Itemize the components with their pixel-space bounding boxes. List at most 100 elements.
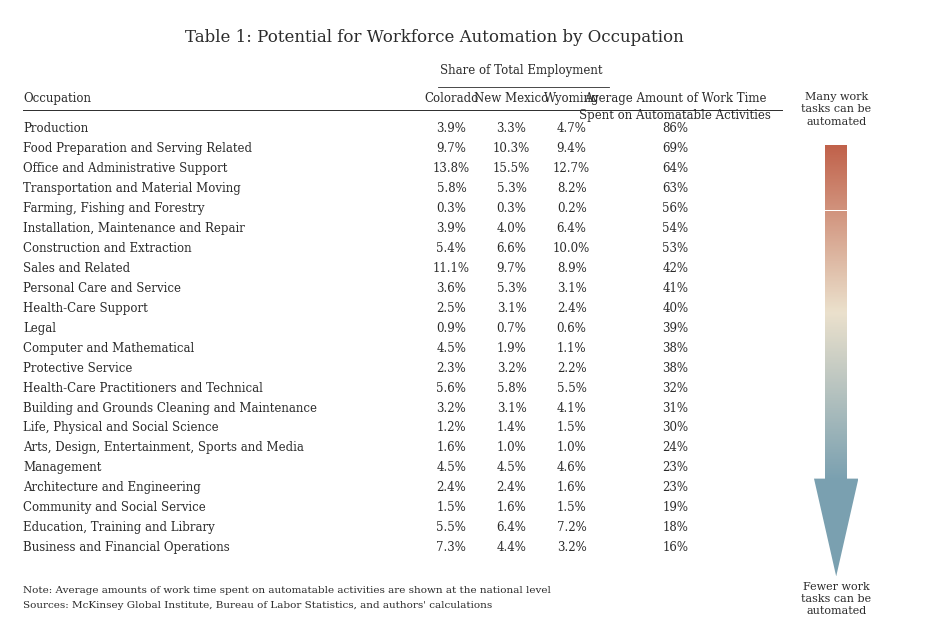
Text: 56%: 56% bbox=[662, 202, 688, 214]
Text: 6.4%: 6.4% bbox=[497, 522, 526, 535]
Text: 5.8%: 5.8% bbox=[437, 182, 466, 194]
Text: 3.1%: 3.1% bbox=[497, 301, 526, 315]
Text: Legal: Legal bbox=[23, 321, 56, 335]
Text: 4.5%: 4.5% bbox=[437, 341, 466, 355]
Text: 5.5%: 5.5% bbox=[437, 522, 466, 535]
Text: 2.4%: 2.4% bbox=[437, 482, 466, 495]
Text: Construction and Extraction: Construction and Extraction bbox=[23, 242, 191, 255]
Text: 18%: 18% bbox=[662, 522, 688, 535]
Text: 1.5%: 1.5% bbox=[557, 421, 586, 435]
Text: 8.2%: 8.2% bbox=[557, 182, 586, 194]
Text: 23%: 23% bbox=[662, 462, 688, 475]
Text: 41%: 41% bbox=[662, 281, 688, 295]
Text: Computer and Mathematical: Computer and Mathematical bbox=[23, 341, 194, 355]
Text: 23%: 23% bbox=[662, 482, 688, 495]
Text: 54%: 54% bbox=[662, 222, 688, 234]
Text: Occupation: Occupation bbox=[23, 92, 92, 106]
Text: 1.9%: 1.9% bbox=[497, 341, 526, 355]
Text: 3.6%: 3.6% bbox=[437, 281, 466, 295]
Text: 9.7%: 9.7% bbox=[437, 142, 466, 155]
Text: 3.1%: 3.1% bbox=[497, 401, 526, 415]
Text: 4.4%: 4.4% bbox=[497, 542, 526, 554]
Text: 38%: 38% bbox=[662, 361, 688, 375]
Text: Share of Total Employment: Share of Total Employment bbox=[439, 64, 602, 77]
Text: 3.9%: 3.9% bbox=[437, 122, 466, 135]
Text: Personal Care and Service: Personal Care and Service bbox=[23, 281, 181, 295]
Text: 38%: 38% bbox=[662, 341, 688, 355]
Text: 11.1%: 11.1% bbox=[433, 261, 470, 275]
Text: 9.4%: 9.4% bbox=[557, 142, 586, 155]
Text: 4.5%: 4.5% bbox=[497, 462, 526, 475]
Text: 1.2%: 1.2% bbox=[437, 421, 466, 435]
Text: 0.7%: 0.7% bbox=[497, 321, 526, 335]
Text: Installation, Maintenance and Repair: Installation, Maintenance and Repair bbox=[23, 222, 245, 234]
Text: 3.2%: 3.2% bbox=[557, 542, 586, 554]
Text: 42%: 42% bbox=[662, 261, 688, 275]
Text: 1.0%: 1.0% bbox=[497, 442, 526, 455]
Text: 5.6%: 5.6% bbox=[437, 381, 466, 395]
Text: 4.0%: 4.0% bbox=[497, 222, 526, 234]
Text: 9.7%: 9.7% bbox=[497, 261, 526, 275]
Text: Transportation and Material Moving: Transportation and Material Moving bbox=[23, 182, 240, 194]
Text: 12.7%: 12.7% bbox=[553, 162, 590, 175]
Text: Life, Physical and Social Science: Life, Physical and Social Science bbox=[23, 421, 218, 435]
Text: Education, Training and Library: Education, Training and Library bbox=[23, 522, 215, 535]
Text: 4.7%: 4.7% bbox=[557, 122, 586, 135]
Text: 6.4%: 6.4% bbox=[557, 222, 586, 234]
Text: 10.3%: 10.3% bbox=[493, 142, 530, 155]
Text: Health-Care Support: Health-Care Support bbox=[23, 301, 148, 315]
Text: 16%: 16% bbox=[662, 542, 688, 554]
Text: New Mexico: New Mexico bbox=[475, 92, 549, 106]
Text: Food Preparation and Serving Related: Food Preparation and Serving Related bbox=[23, 142, 253, 155]
Text: 8.9%: 8.9% bbox=[557, 261, 586, 275]
Text: 0.3%: 0.3% bbox=[497, 202, 526, 214]
Text: 5.3%: 5.3% bbox=[497, 281, 526, 295]
Text: 53%: 53% bbox=[662, 242, 688, 255]
Text: Protective Service: Protective Service bbox=[23, 361, 132, 375]
Text: 2.4%: 2.4% bbox=[497, 482, 526, 495]
Text: 2.3%: 2.3% bbox=[437, 361, 466, 375]
Text: Management: Management bbox=[23, 462, 102, 475]
Text: 5.3%: 5.3% bbox=[497, 182, 526, 194]
Text: 1.5%: 1.5% bbox=[557, 502, 586, 515]
Text: 4.5%: 4.5% bbox=[437, 462, 466, 475]
Text: Community and Social Service: Community and Social Service bbox=[23, 502, 206, 515]
Text: 4.1%: 4.1% bbox=[557, 401, 586, 415]
Text: 7.2%: 7.2% bbox=[557, 522, 586, 535]
Text: Colorado: Colorado bbox=[425, 92, 478, 106]
Text: 64%: 64% bbox=[662, 162, 688, 175]
Text: Wyoming: Wyoming bbox=[544, 92, 599, 106]
Text: 5.5%: 5.5% bbox=[557, 381, 586, 395]
Text: 2.5%: 2.5% bbox=[437, 301, 466, 315]
Text: Office and Administrative Support: Office and Administrative Support bbox=[23, 162, 228, 175]
Text: Sales and Related: Sales and Related bbox=[23, 261, 130, 275]
Text: Table 1: Potential for Workforce Automation by Occupation: Table 1: Potential for Workforce Automat… bbox=[185, 29, 684, 46]
Text: 86%: 86% bbox=[662, 122, 688, 135]
Text: 2.2%: 2.2% bbox=[557, 361, 586, 375]
Text: 30%: 30% bbox=[662, 421, 688, 435]
Text: Average Amount of Work Time
Spent on Automatable Activities: Average Amount of Work Time Spent on Aut… bbox=[579, 92, 771, 122]
Text: Farming, Fishing and Forestry: Farming, Fishing and Forestry bbox=[23, 202, 204, 214]
Text: Arts, Design, Entertainment, Sports and Media: Arts, Design, Entertainment, Sports and … bbox=[23, 442, 304, 455]
Text: 3.2%: 3.2% bbox=[497, 361, 526, 375]
Text: 5.8%: 5.8% bbox=[497, 381, 526, 395]
Text: 0.3%: 0.3% bbox=[437, 202, 466, 214]
Text: 4.6%: 4.6% bbox=[557, 462, 586, 475]
Text: Production: Production bbox=[23, 122, 89, 135]
Text: 2.4%: 2.4% bbox=[557, 301, 586, 315]
Text: 3.9%: 3.9% bbox=[437, 222, 466, 234]
Text: 3.2%: 3.2% bbox=[437, 401, 466, 415]
Text: 10.0%: 10.0% bbox=[553, 242, 590, 255]
Text: 0.6%: 0.6% bbox=[557, 321, 586, 335]
Text: 32%: 32% bbox=[662, 381, 688, 395]
Text: 1.6%: 1.6% bbox=[437, 442, 466, 455]
Text: 7.3%: 7.3% bbox=[437, 542, 466, 554]
Text: Many work
tasks can be
automated: Many work tasks can be automated bbox=[801, 92, 871, 127]
Text: 63%: 63% bbox=[662, 182, 688, 194]
Text: 0.9%: 0.9% bbox=[437, 321, 466, 335]
Text: 1.1%: 1.1% bbox=[557, 341, 586, 355]
Text: Health-Care Practitioners and Technical: Health-Care Practitioners and Technical bbox=[23, 381, 263, 395]
Text: 40%: 40% bbox=[662, 301, 688, 315]
Text: 69%: 69% bbox=[662, 142, 688, 155]
Text: 15.5%: 15.5% bbox=[493, 162, 530, 175]
